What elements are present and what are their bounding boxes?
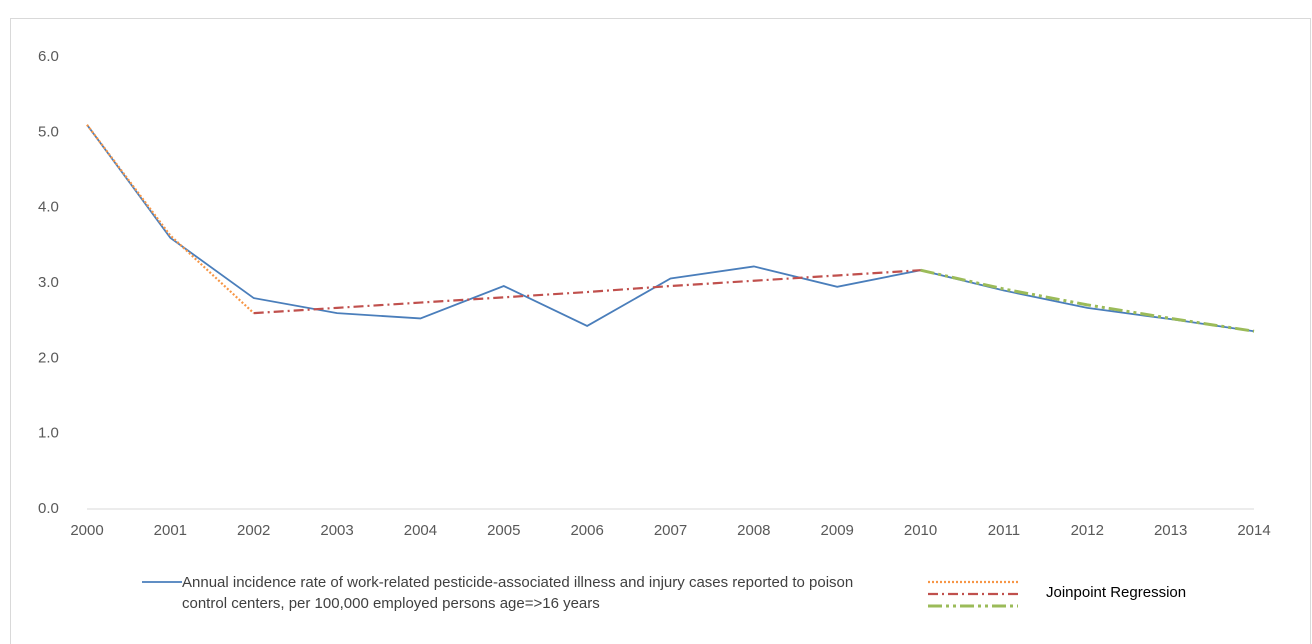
x-tick-label: 2002 bbox=[237, 522, 270, 539]
x-tick-label: 2012 bbox=[1071, 522, 1104, 539]
y-tick-label: 0.0 bbox=[38, 500, 59, 517]
series-line bbox=[86, 124, 255, 314]
x-tick-label: 2014 bbox=[1237, 522, 1270, 539]
y-tick-label: 3.0 bbox=[38, 274, 59, 291]
x-tick-label: 2001 bbox=[154, 522, 187, 539]
series-line bbox=[253, 269, 921, 315]
y-tick-label: 6.0 bbox=[38, 48, 59, 65]
y-tick-label: 2.0 bbox=[38, 349, 59, 366]
chart-border bbox=[10, 18, 1311, 644]
y-tick-label: 1.0 bbox=[38, 425, 59, 442]
series-line bbox=[86, 124, 1255, 333]
x-tick-label: 2007 bbox=[654, 522, 687, 539]
x-tick-label: 2008 bbox=[737, 522, 770, 539]
x-tick-label: 2013 bbox=[1154, 522, 1187, 539]
x-tick-label: 2005 bbox=[487, 522, 520, 539]
x-tick-label: 2004 bbox=[404, 522, 437, 539]
y-tick-label: 4.0 bbox=[38, 199, 59, 216]
legend-label: Annual incidence rate of work-related pe… bbox=[182, 574, 854, 612]
x-tick-label: 2011 bbox=[988, 522, 1020, 539]
x-tick-label: 2003 bbox=[320, 522, 353, 539]
x-tick-label: 2006 bbox=[570, 522, 603, 539]
x-tick-label: 2000 bbox=[70, 522, 103, 539]
legend-label: Joinpoint Regression bbox=[1046, 584, 1187, 601]
x-tick-label: 2009 bbox=[821, 522, 854, 539]
series-line bbox=[920, 268, 1255, 333]
y-tick-label: 5.0 bbox=[38, 123, 59, 140]
x-tick-label: 2010 bbox=[904, 522, 937, 539]
